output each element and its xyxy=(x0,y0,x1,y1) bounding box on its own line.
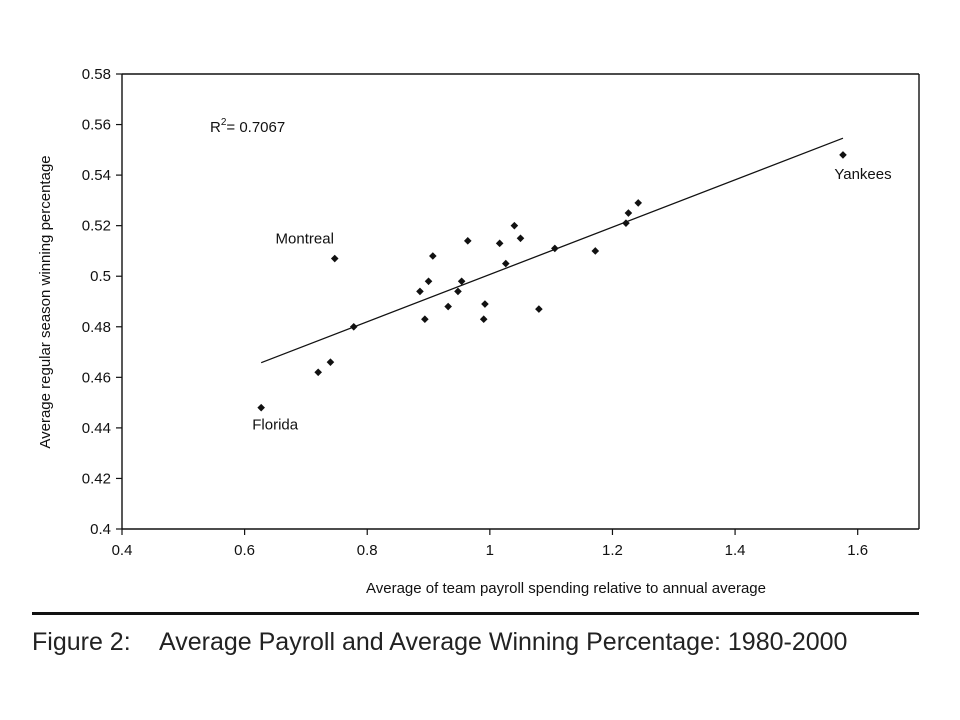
y-tick-label: 0.54 xyxy=(82,167,111,184)
r-squared-value: = 0.7067 xyxy=(226,119,285,136)
data-point xyxy=(314,368,322,377)
data-point xyxy=(424,277,433,286)
x-axis-ticks: 0.4 0.6 0.8 1 1.2 1.4 1.6 xyxy=(112,529,868,559)
data-point xyxy=(622,219,630,227)
x-tick-label: 0.4 xyxy=(112,542,133,559)
y-tick-label: 0.5 xyxy=(90,268,111,285)
data-point xyxy=(634,199,643,207)
data-point xyxy=(429,252,437,260)
point-annotation: Florida xyxy=(252,417,299,434)
caption-rule xyxy=(32,612,919,615)
data-point xyxy=(457,277,466,286)
data-point xyxy=(501,259,510,268)
figure-caption: Figure 2: Average Payroll and Average Win… xyxy=(32,628,847,657)
data-point xyxy=(349,322,358,331)
y-tick-label: 0.52 xyxy=(82,218,111,235)
y-tick-label: 0.42 xyxy=(82,470,111,487)
y-tick-label: 0.58 xyxy=(82,66,111,83)
data-point xyxy=(551,244,559,253)
point-annotation: Montreal xyxy=(276,231,334,248)
data-point xyxy=(495,239,504,248)
plot-axes xyxy=(121,73,920,530)
data-point xyxy=(624,209,633,217)
trendline-group xyxy=(260,137,844,364)
x-axis-label: Average of team payroll spending relativ… xyxy=(366,580,766,597)
data-point xyxy=(463,237,472,245)
data-points xyxy=(257,151,847,412)
figure-number: Figure 2: xyxy=(32,628,131,656)
y-tick-label: 0.56 xyxy=(82,117,111,134)
data-point xyxy=(326,358,335,366)
data-point xyxy=(416,287,424,296)
data-point xyxy=(421,315,429,323)
r-squared-superscript: 2 xyxy=(221,117,227,128)
x-tick-label: 1 xyxy=(486,542,494,559)
data-point xyxy=(481,300,489,308)
x-tick-label: 1.4 xyxy=(725,542,746,559)
y-tick-label: 0.48 xyxy=(82,319,111,336)
data-point xyxy=(591,247,600,255)
data-point xyxy=(479,315,488,323)
data-point xyxy=(257,403,265,412)
y-axis-ticks: 0.4 0.42 0.44 0.46 0.48 0.5 0.52 0.54 0.56 0.58 xyxy=(82,66,122,538)
data-point xyxy=(535,305,543,313)
x-tick-label: 0.6 xyxy=(234,542,255,559)
data-point xyxy=(839,151,847,159)
y-axis-label: Average regular season winning percentag… xyxy=(37,155,54,448)
x-tick-label: 0.8 xyxy=(357,542,378,559)
scatter-chart: 0.4 0.6 0.8 1 1.2 1.4 1.6 0.40.420.440.460.480… xyxy=(37,66,920,597)
figure-title: Average Payroll and Average Winning Perc… xyxy=(159,628,848,656)
point-annotations: Montreal Florida Yankees xyxy=(252,166,891,434)
data-point xyxy=(510,221,519,230)
data-point xyxy=(330,254,339,263)
point-annotation: Yankees xyxy=(834,166,891,183)
x-tick-label: 1.2 xyxy=(602,542,623,559)
y-tick-label: 0.44 xyxy=(82,420,111,437)
data-point xyxy=(516,234,525,243)
x-tick-label: 1.6 xyxy=(847,542,868,559)
data-point xyxy=(454,287,462,296)
y-tick-label: 0.46 xyxy=(82,369,111,386)
r-squared-base: R xyxy=(210,119,221,136)
y-tick-label: 0.4 xyxy=(90,521,111,538)
r-squared-label: R2= 0.7067 xyxy=(210,117,285,136)
trendline xyxy=(260,137,844,364)
data-point xyxy=(444,302,452,311)
